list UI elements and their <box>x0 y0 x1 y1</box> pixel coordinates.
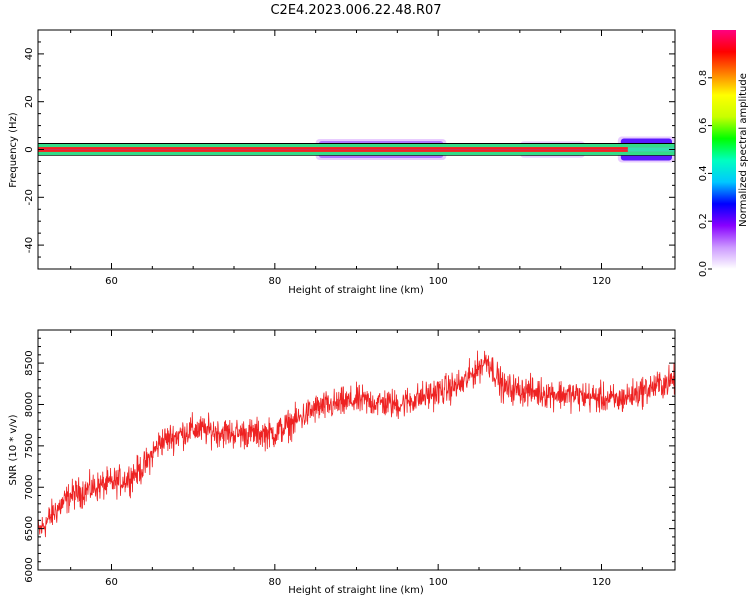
x-tick-label: 100 <box>429 577 448 588</box>
y-tick-label: 20 <box>24 95 35 108</box>
colorbar-ticks: 0.0 0.2 0.4 0.6 0.8 <box>698 70 712 277</box>
spectrogram-panel: 60 80 100 120 -40 -20 0 20 40 Height of straight… <box>8 29 676 296</box>
band-center <box>38 148 675 151</box>
y-tick-label: 6500 <box>24 516 35 541</box>
y-tick-label: 40 <box>24 48 35 61</box>
x-tick-label: 60 <box>105 276 118 287</box>
x-tick-label: 60 <box>105 577 118 588</box>
spectrogram-x-axis-label: Height of straight line (km) <box>288 285 424 296</box>
colorbar-label: Normalized spectral amplitude <box>738 73 749 227</box>
x-tick-label: 120 <box>592 276 611 287</box>
y-tick-label: 0 <box>24 146 35 152</box>
snr-ticks: 60 80 100 120 6000 6500 7000 7500 8000 8500 <box>24 330 675 588</box>
snr-series-line <box>38 350 675 538</box>
y-tick-label: -20 <box>24 189 35 205</box>
figure-title: C2E4.2023.006.22.48.R07 <box>270 3 441 18</box>
colorbar-tick-label: 0.8 <box>698 70 709 86</box>
spectrogram-y-axis-label: Frequency (Hz) <box>8 112 19 188</box>
y-tick-label: 7000 <box>24 475 35 500</box>
y-tick-label: 8000 <box>24 392 35 417</box>
y-tick-label: 7500 <box>24 433 35 458</box>
colorbar: 0.0 0.2 0.4 0.6 0.8 Normalized spectral ampl… <box>698 30 749 277</box>
x-tick-label: 100 <box>429 276 448 287</box>
spectrogram-band <box>38 136 675 163</box>
snr-panel: 60 80 100 120 6000 6500 7000 7500 8000 8500 Heigh… <box>8 329 676 596</box>
snr-frame <box>37 329 676 571</box>
colorbar-tick-label: 0.2 <box>698 213 709 229</box>
spectrogram-ticks: 60 80 100 120 -40 -20 0 20 40 <box>24 30 675 287</box>
y-tick-label: -40 <box>24 237 35 253</box>
y-tick-label: 8500 <box>24 350 35 375</box>
snr-y-axis-label: SNR (10 * v/v) <box>8 414 19 485</box>
colorbar-tick-label: 0.4 <box>698 165 709 181</box>
colorbar-tick-label: 0.6 <box>698 118 709 134</box>
y-tick-label: 6000 <box>24 557 35 582</box>
colorbar-gradient <box>712 30 736 269</box>
colorbar-tick-label: 0.0 <box>698 261 709 277</box>
band-core-end <box>627 147 675 152</box>
x-tick-label: 80 <box>268 276 281 287</box>
snr-x-axis-label: Height of straight line (km) <box>288 585 424 596</box>
x-tick-label: 120 <box>592 577 611 588</box>
x-tick-label: 80 <box>268 577 281 588</box>
